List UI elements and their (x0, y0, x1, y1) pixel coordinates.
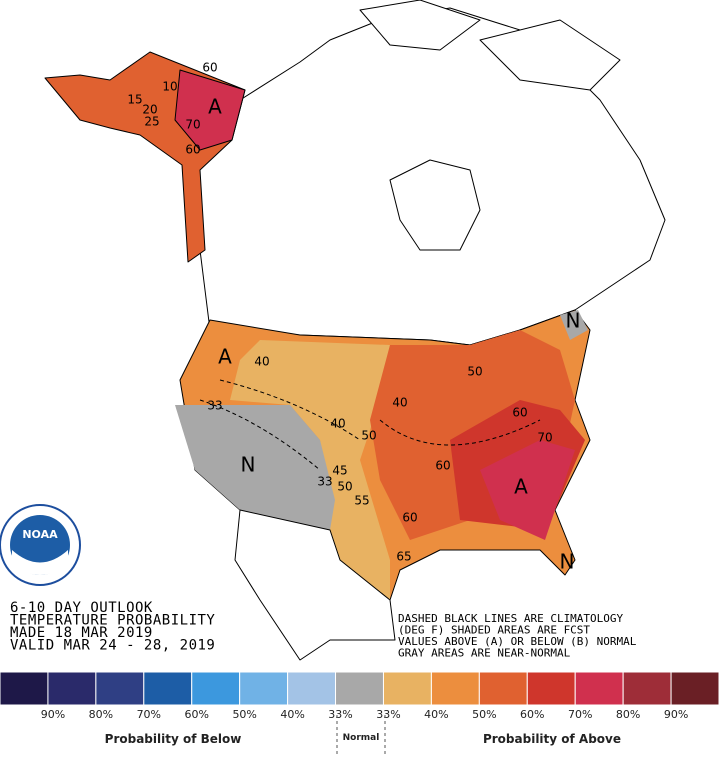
map-label: 25 (144, 115, 159, 129)
map-label: 60 (512, 406, 527, 420)
title-line: 6-10 DAY OUTLOOK (10, 600, 153, 616)
legend-label: 90% (41, 708, 65, 721)
note-line: DASHED BLACK LINES ARE CLIMATOLOGY (398, 612, 624, 625)
note-line: (DEG F) SHADED AREAS ARE FCST (398, 624, 590, 637)
noaa-logo: NOAA (0, 504, 81, 586)
map-label: 15 (127, 93, 142, 107)
legend-swatch (0, 671, 49, 706)
map-label: N (566, 309, 581, 333)
map (44, 0, 666, 661)
map-label: N (560, 550, 575, 574)
map-label: 60 (402, 511, 417, 525)
legend-label: 80% (616, 708, 640, 721)
legend-label: 50% (232, 708, 256, 721)
map-label: 40 (330, 417, 345, 431)
legend-label: 70% (137, 708, 161, 721)
legend-label: 70% (568, 708, 592, 721)
title-line: MADE 18 MAR 2019 (10, 625, 153, 641)
arctic-islands (359, 0, 621, 91)
map-label: 45 (332, 464, 347, 478)
map-label: 55 (354, 494, 369, 508)
map-label: 40 (392, 396, 407, 410)
title-line: TEMPERATURE PROBABILITY (10, 613, 215, 629)
map-label: A (208, 95, 222, 119)
map-label: 50 (361, 429, 376, 443)
legend-swatch (239, 671, 289, 706)
legend-label: 60% (185, 708, 209, 721)
map-label: A (218, 345, 232, 369)
map-label: 40 (254, 355, 269, 369)
mexico (234, 509, 396, 661)
hudson-bay (389, 159, 481, 251)
legend-label: 50% (472, 708, 496, 721)
legend-label: 33% (376, 708, 400, 721)
legend-label: 40% (424, 708, 448, 721)
legend-swatch (191, 671, 241, 706)
map-label: 70 (537, 431, 552, 445)
legend-swatch (670, 671, 719, 706)
above-title: Probability of Above (483, 732, 621, 746)
light-orange (230, 340, 390, 600)
legend: 90% 80% 70% 60% 50% 40% 33% 33% 40% 50% 60% 70% 80% 9… (0, 671, 719, 721)
title-line: VALID MAR 24 - 28, 2019 (10, 638, 215, 654)
crimson (480, 440, 575, 540)
note-line: GRAY AREAS ARE NEAR-NORMAL (398, 647, 571, 660)
legend-swatch (574, 671, 624, 706)
map-label: 65 (396, 550, 411, 564)
map-label: A (514, 475, 528, 499)
note-line: VALUES ABOVE (A) OR BELOW (B) NORMAL (398, 635, 637, 648)
legend-label: 80% (89, 708, 113, 721)
legend-label: 60% (520, 708, 544, 721)
map-label: 60 (202, 61, 217, 75)
notes: DASHED BLACK LINES ARE CLIMATOLOGY(DEG F… (398, 612, 637, 660)
legend-swatch (382, 671, 432, 706)
map-label: 20 (142, 103, 157, 117)
logo-text: NOAA (22, 528, 58, 541)
below-title: Probability of Below (105, 732, 242, 746)
near-normal-ne (560, 310, 588, 340)
legend-swatch (478, 671, 528, 706)
legend-swatch (430, 671, 480, 706)
map-label: 60 (435, 459, 450, 473)
climatology (199, 379, 541, 471)
legend-label: 90% (664, 708, 688, 721)
legend-swatch (335, 671, 384, 706)
map-label: 33 (317, 475, 332, 489)
map-label: 10 (162, 80, 177, 94)
map-label: 50 (467, 365, 482, 379)
alaska-core (174, 69, 246, 151)
normal-title: Normal (343, 733, 380, 743)
near-normal-sw (175, 405, 335, 530)
legend-swatch (143, 671, 193, 706)
map-label: 70 (185, 118, 200, 132)
legend-swatch (95, 671, 145, 706)
legend-label: 33% (328, 708, 352, 721)
map-label: 33 (207, 399, 222, 413)
legend-swatch (622, 671, 672, 706)
map-label: 50 (337, 480, 352, 494)
map-label: N (241, 453, 256, 477)
legend-swatch (526, 671, 576, 706)
map-label: 60 (185, 143, 200, 157)
legend-swatch (287, 671, 337, 706)
logo-wave (12, 550, 68, 575)
legend-label: 40% (280, 708, 304, 721)
legend-swatch (47, 671, 97, 706)
